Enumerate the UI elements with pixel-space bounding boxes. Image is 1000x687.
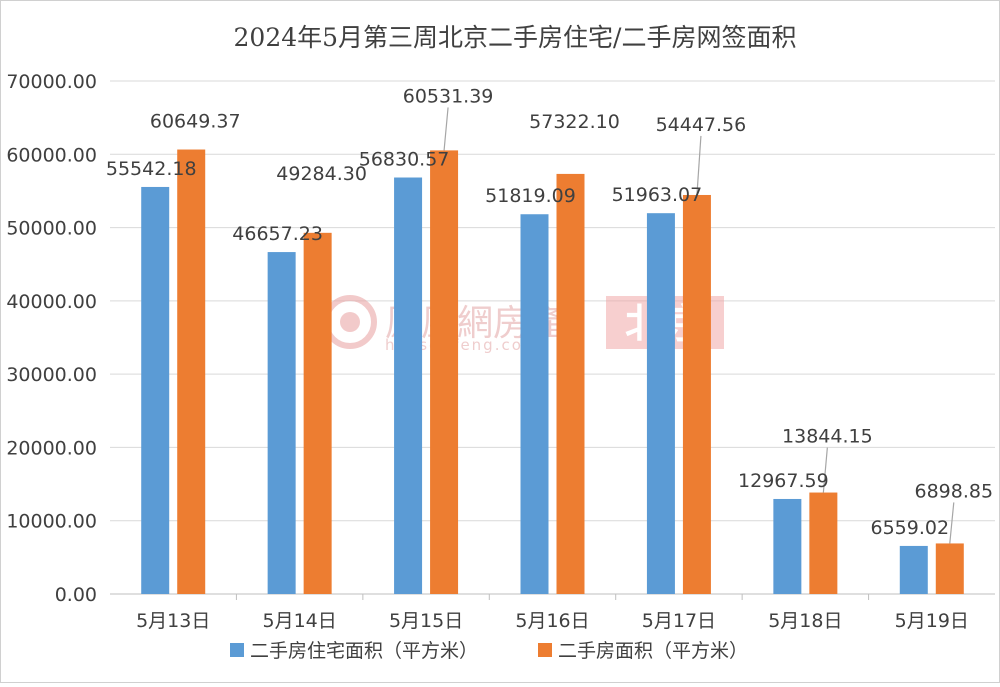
data-label-series2: 13844.15 [782, 426, 873, 448]
bar-series1 [773, 498, 802, 594]
y-tick-label: 60000.00 [6, 144, 97, 166]
data-label-series2: 54447.56 [656, 114, 747, 136]
bar-series1 [394, 177, 423, 594]
label-leader-line [822, 447, 828, 493]
data-label-series1: 51963.07 [612, 184, 703, 206]
y-tick-label: 40000.00 [6, 291, 97, 313]
x-tick-label: 5月16日 [515, 610, 589, 632]
label-leader-lines [443, 107, 955, 544]
data-label-series1: 6559.02 [870, 517, 949, 539]
bar-series2 [809, 492, 838, 594]
y-tick-label: 30000.00 [6, 364, 97, 386]
y-tick-label: 70000.00 [6, 71, 97, 93]
data-label-series1: 51819.09 [485, 185, 576, 207]
legend-label-series1: 二手房住宅面积（平方米） [250, 640, 478, 662]
legend-label-series2: 二手房面积（平方米） [558, 640, 748, 662]
data-labels: 55542.18 60649.37 46657.23 49284.3056830.57… [106, 85, 993, 539]
bar-series2 [682, 194, 711, 594]
label-leader-line [443, 107, 449, 151]
data-label-series2: 57322.10 [529, 111, 620, 133]
label-leader-line [696, 135, 702, 196]
bar-series2 [303, 232, 332, 595]
x-tick-label: 5月15日 [389, 610, 463, 632]
data-label-series2: 6898.85 [914, 480, 993, 502]
x-tick-label: 5月19日 [895, 610, 969, 632]
bar-series2 [935, 543, 964, 594]
x-tick-label: 5月17日 [642, 610, 716, 632]
bar-series2 [177, 149, 206, 594]
bar-series1 [646, 213, 675, 594]
watermark-logo-core [340, 312, 360, 332]
bars [141, 149, 964, 595]
data-label-series2: 60649.37 [150, 111, 241, 133]
x-tick-label: 5月18日 [768, 610, 842, 632]
legend-swatch-series2 [538, 643, 552, 657]
x-tick-label: 5月14日 [263, 610, 337, 632]
bar-series2 [556, 173, 585, 594]
data-label-series1: 46657.23 [232, 223, 323, 245]
watermark-url: house.ifeng.com [385, 336, 540, 354]
bar-series2 [430, 150, 459, 594]
data-label-series1: 12967.59 [738, 470, 829, 492]
y-tick-label: 10000.00 [6, 511, 97, 533]
chart-title: 2024年5月第三周北京二手房住宅/二手房网签面积 [234, 23, 797, 52]
data-label-series2: 49284.30 [276, 163, 367, 185]
x-tick-label: 5月13日 [136, 610, 210, 632]
data-label-series1: 56830.57 [359, 149, 450, 171]
y-tick-label: 50000.00 [6, 218, 97, 240]
legend-swatch-series1 [230, 643, 244, 657]
y-tick-label: 0.00 [55, 584, 97, 606]
bar-series1 [520, 214, 549, 594]
legend: 二手房住宅面积（平方米） 二手房面积（平方米） [230, 640, 748, 662]
bar-series1 [267, 252, 296, 594]
y-axis-ticks: 0.00 10000.00 20000.00 30000.00 40000.00 5000… [6, 71, 97, 606]
y-tick-label: 20000.00 [6, 437, 97, 459]
label-leader-line [949, 502, 955, 544]
gridlines [110, 80, 995, 595]
data-label-series2: 60531.39 [403, 85, 494, 107]
data-label-series1: 55542.18 [106, 158, 197, 180]
bar-series1 [141, 186, 170, 594]
x-axis-ticks: 5月13日 5月14日 5月15日 5月16日 5月17日 5月18日 5月19日 [136, 594, 969, 632]
bar-series1 [899, 545, 928, 594]
